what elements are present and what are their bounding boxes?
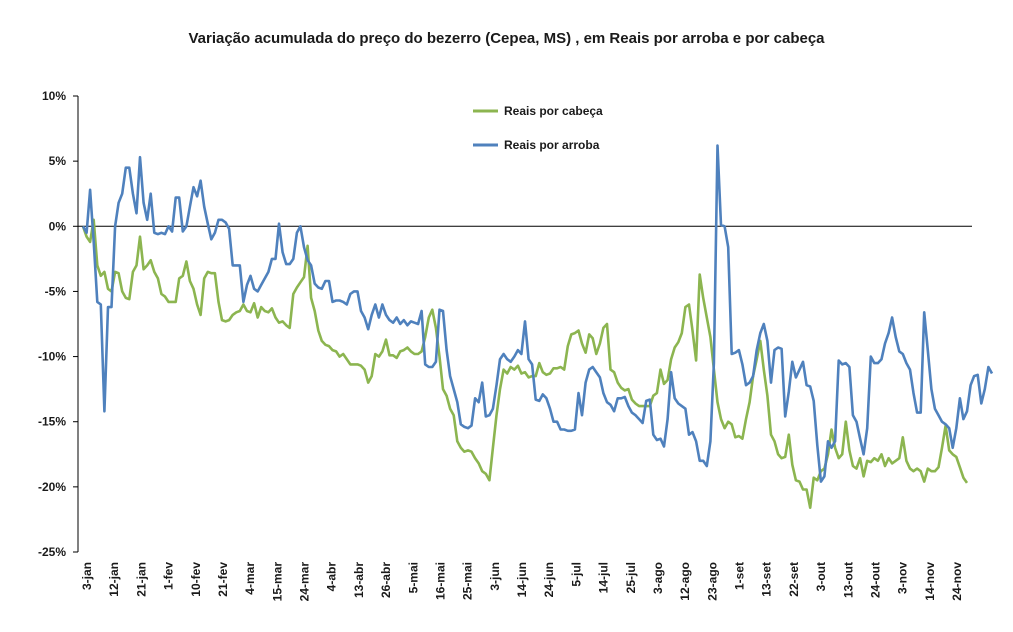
x-tick-label: 24-mar: [298, 562, 312, 602]
x-tick-label: 5-jul: [569, 562, 583, 587]
x-tick-label: 24-nov: [950, 562, 964, 601]
x-tick-label: 3-out: [814, 562, 828, 591]
series-line-reais-por-cabeca: [81, 218, 969, 510]
x-tick-label: 10-fev: [189, 562, 203, 597]
x-tick-label: 14-jun: [515, 562, 529, 597]
series-line-reais-por-arroba: [81, 144, 994, 483]
x-tick-label: 1-set: [733, 562, 747, 590]
x-tick-label: 5-mai: [406, 562, 420, 593]
x-tick-label: 12-jan: [107, 562, 121, 597]
x-tick-label: 13-abr: [352, 562, 366, 598]
y-tick-label: -20%: [38, 480, 66, 494]
x-tick-label: 13-set: [760, 562, 774, 597]
x-tick-label: 3-ago: [651, 562, 665, 594]
x-tick-label: 16-mai: [433, 562, 447, 600]
series-layer: [81, 144, 994, 510]
x-tick-label: 23-ago: [705, 562, 719, 601]
x-tick-label: 21-fev: [216, 562, 230, 597]
y-tick-label: -15%: [38, 415, 66, 429]
x-axis: 3-jan 12-jan 21-jan 1-fev 10-fev 21-fev 4-mar 1…: [80, 562, 964, 602]
y-tick-label: -10%: [38, 350, 66, 364]
x-tick-label: 4-abr: [325, 562, 339, 592]
x-tick-label: 25-jul: [624, 562, 638, 593]
x-tick-label: 25-mai: [461, 562, 475, 600]
legend-label: Reais por arroba: [504, 138, 600, 152]
x-tick-label: 24-out: [868, 562, 882, 598]
x-tick-label: 4-mar: [243, 562, 257, 595]
x-tick-label: 3-jun: [488, 562, 502, 591]
legend-label: Reais por cabeça: [504, 104, 603, 118]
y-tick-label: 0%: [49, 219, 67, 233]
x-tick-label: 3-nov: [896, 562, 910, 594]
x-tick-label: 24-jun: [542, 562, 556, 597]
y-tick-label: 5%: [49, 154, 67, 168]
y-tick-label: -25%: [38, 545, 66, 559]
x-tick-label: 1-fev: [162, 562, 176, 590]
x-tick-label: 14-nov: [923, 562, 937, 601]
y-axis: 10% 5% 0% -5% -10% -15% -20% -25%: [38, 89, 79, 559]
x-tick-label: 15-mar: [270, 562, 284, 602]
x-tick-label: 26-abr: [379, 562, 393, 598]
x-tick-label: 22-set: [787, 562, 801, 597]
x-tick-label: 13-out: [841, 562, 855, 598]
x-tick-label: 3-jan: [80, 562, 94, 590]
y-tick-label: -5%: [45, 284, 67, 298]
chart-title: Variação acumulada do preço do bezerro (…: [188, 30, 825, 47]
x-tick-label: 14-jul: [597, 562, 611, 593]
legend: Reais por cabeça Reais por arroba: [473, 104, 603, 152]
x-tick-label: 21-jan: [134, 562, 148, 597]
x-tick-label: 12-ago: [678, 562, 692, 601]
y-tick-label: 10%: [42, 89, 66, 103]
